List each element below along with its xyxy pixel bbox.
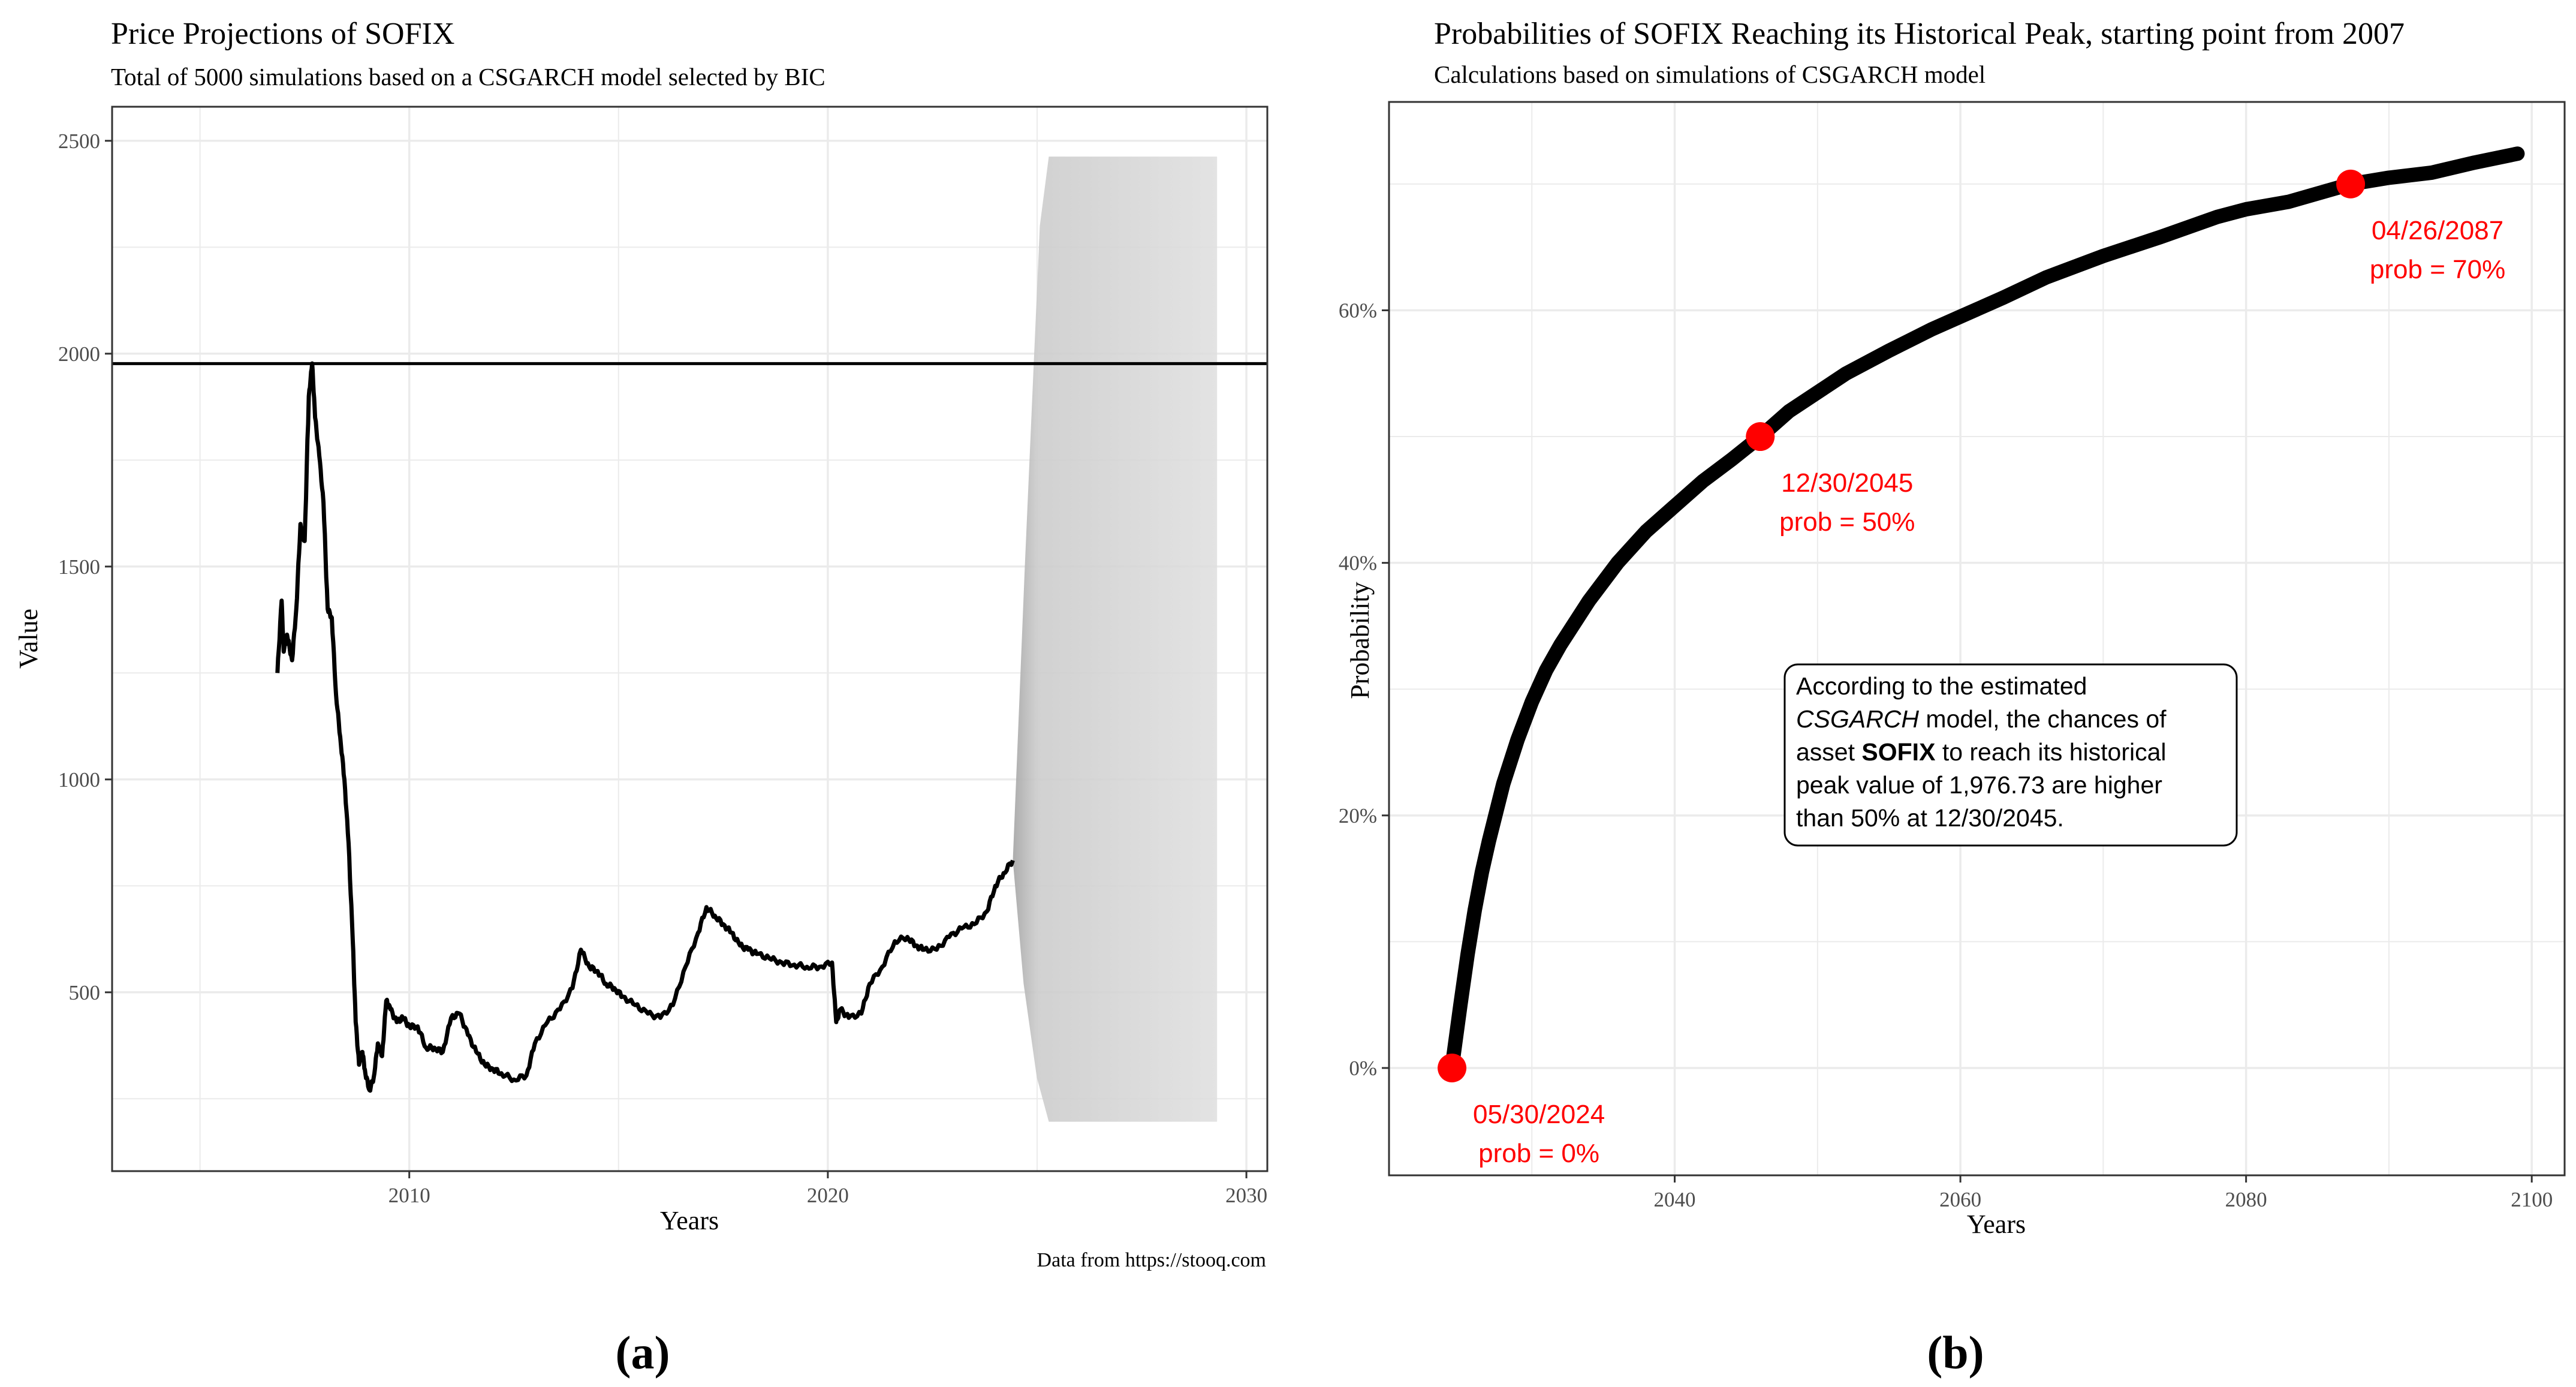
chart-a-x-axis-label: Years <box>660 1206 719 1235</box>
annotation-line-3-pre: asset <box>1796 738 1861 766</box>
x-tick-label: 2080 <box>2225 1188 2267 1211</box>
milestone-date-label: 05/30/2024 <box>1473 1100 1605 1129</box>
panel-a-label: (a) <box>616 1326 670 1379</box>
y-tick-label: 0% <box>1349 1057 1377 1080</box>
chart-b: Probabilities of SOFIX Reaching its Hist… <box>1339 17 2566 1239</box>
x-tick-label: 2030 <box>1225 1184 1267 1207</box>
y-tick-label: 2500 <box>58 130 100 153</box>
annotation-line-1: According to the estimated <box>1796 672 2087 700</box>
chart-a-y-ticks: 500 1000 1500 2000 2500 <box>58 130 112 1004</box>
chart-a: Price Projections of SOFIX Total of 5000… <box>14 17 1269 1271</box>
milestone-marker <box>1438 1054 1467 1082</box>
annotation-asset-name: SOFIX <box>1861 738 1935 766</box>
chart-b-plot-frame <box>1388 101 2566 1177</box>
chart-a-price-line <box>275 361 1015 1093</box>
milestone-marker <box>1746 422 1775 452</box>
chart-a-y-axis-label: Value <box>14 609 43 669</box>
chart-b-x-ticks: 2040 2060 2080 2100 <box>1654 1175 2553 1211</box>
y-tick-label: 500 <box>69 981 101 1004</box>
milestone-date-label: 04/26/2087 <box>2372 216 2503 245</box>
chart-b-probability-line <box>1444 146 2525 1075</box>
chart-b-title: Probabilities of SOFIX Reaching its Hist… <box>1434 17 2405 51</box>
milestone-prob-label: prob = 70% <box>2370 255 2505 284</box>
y-tick-label: 2000 <box>58 342 100 366</box>
annotation-model-name: CSGARCH <box>1796 705 1919 733</box>
y-tick-label: 40% <box>1339 552 1377 575</box>
annotation-line-3-rest: to reach its historical <box>1935 738 2166 766</box>
milestone-marker <box>2336 169 2366 198</box>
milestone-prob-label: prob = 0% <box>1478 1139 1599 1168</box>
y-tick-label: 20% <box>1339 804 1377 828</box>
panel-b-label: (b) <box>1927 1326 1984 1379</box>
chart-b-grid <box>1389 102 2565 1175</box>
chart-a-caption: Data from https://stooq.com <box>1037 1249 1266 1271</box>
x-tick-label: 2040 <box>1654 1188 1696 1211</box>
chart-b-subtitle: Calculations based on simulations of CSG… <box>1434 61 1986 88</box>
x-tick-label: 2060 <box>1939 1188 1981 1211</box>
x-tick-label: 2010 <box>388 1184 430 1207</box>
milestone-prob-label: prob = 50% <box>1779 507 1915 537</box>
chart-a-simulation-band <box>1013 157 1218 1122</box>
annotation-line-5: than 50% at 12/30/2045. <box>1796 804 2064 832</box>
annotation-line-4: peak value of 1,976.73 are higher <box>1796 771 2162 799</box>
chart-b-y-axis-label: Probability <box>1345 582 1375 699</box>
chart-a-x-ticks: 2010 2020 2030 <box>388 1171 1267 1207</box>
y-tick-label: 60% <box>1339 299 1377 322</box>
chart-b-y-ticks: 0% 20% 40% 60% <box>1339 299 1389 1080</box>
x-tick-label: 2100 <box>2511 1188 2553 1211</box>
x-tick-label: 2020 <box>807 1184 849 1207</box>
chart-a-plot-frame <box>111 106 1269 1172</box>
chart-b-x-axis-label: Years <box>1967 1210 2026 1239</box>
chart-a-subtitle: Total of 5000 simulations based on a CSG… <box>111 63 825 91</box>
milestone-date-label: 12/30/2045 <box>1781 468 1913 498</box>
chart-b-annotation-box: According to the estimated CSGARCH model… <box>1783 663 2238 847</box>
annotation-line-2: CSGARCH model, the chances of <box>1796 705 2167 733</box>
y-tick-label: 1000 <box>58 768 100 792</box>
annotation-line-2-rest: model, the chances of <box>1919 705 2167 733</box>
chart-a-title: Price Projections of SOFIX <box>111 17 454 51</box>
svg-text:According to the estimated: According to the estimated CSGARCH model… <box>1796 672 2173 832</box>
annotation-line-3: asset SOFIX to reach its historical <box>1796 738 2167 766</box>
y-tick-label: 1500 <box>58 555 100 579</box>
